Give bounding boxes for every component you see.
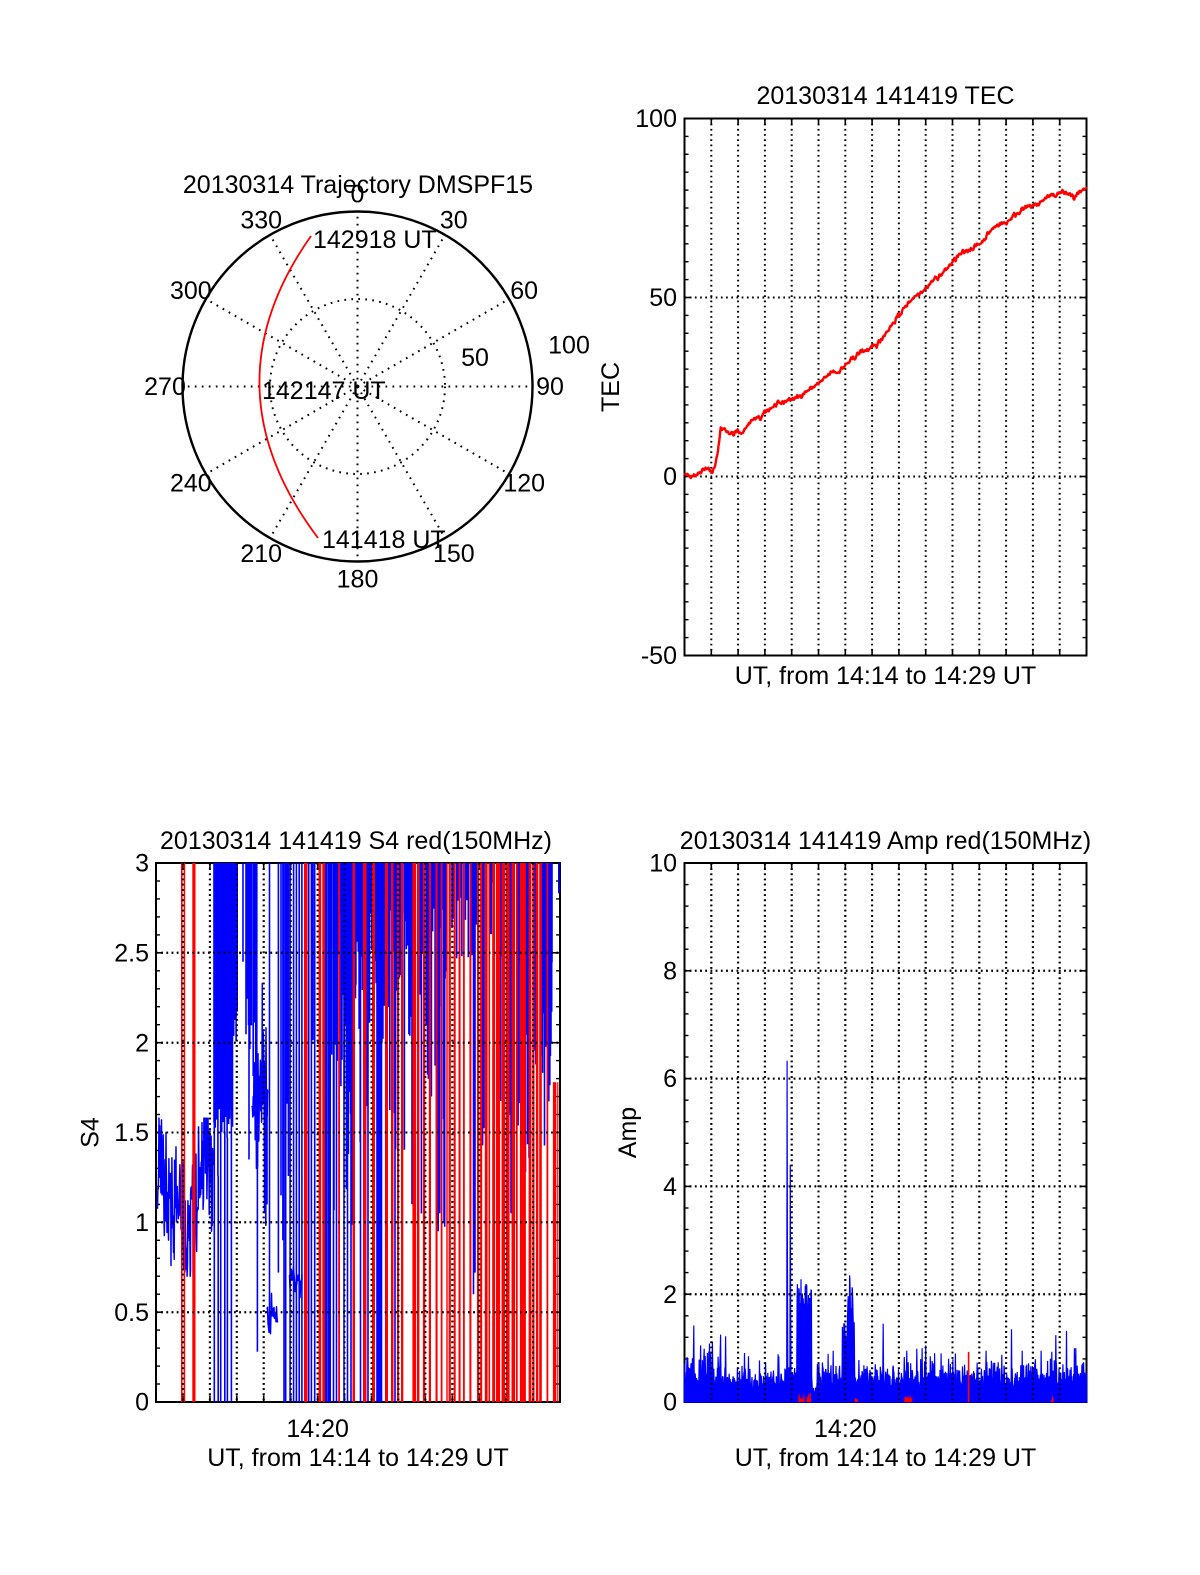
svg-text:S4: S4	[77, 1117, 105, 1148]
svg-text:2: 2	[135, 1029, 149, 1057]
svg-text:20130314 141419 TEC: 20130314 141419 TEC	[756, 82, 1014, 110]
svg-text:300: 300	[170, 277, 212, 305]
svg-text:Amp: Amp	[614, 1107, 642, 1158]
svg-text:20130314 141419 S4 red(150MHz): 20130314 141419 S4 red(150MHz)	[160, 827, 552, 855]
svg-text:180: 180	[337, 566, 379, 594]
svg-text:120: 120	[503, 469, 545, 497]
svg-text:10: 10	[649, 850, 677, 878]
svg-text:0: 0	[135, 1389, 149, 1417]
svg-text:30: 30	[440, 206, 468, 234]
svg-text:3: 3	[135, 850, 149, 878]
svg-text:0.5: 0.5	[114, 1299, 149, 1327]
svg-text:141418 UT: 141418 UT	[322, 526, 446, 554]
svg-text:0: 0	[663, 1389, 677, 1417]
svg-text:100: 100	[635, 105, 677, 133]
svg-text:142918 UT: 142918 UT	[313, 226, 437, 254]
svg-text:20130314 141419 Amp red(150MHz: 20130314 141419 Amp red(150MHz)	[680, 827, 1091, 855]
svg-text:UT, from 14:14 to 14:29 UT: UT, from 14:14 to 14:29 UT	[207, 1444, 509, 1472]
svg-text:0: 0	[663, 463, 677, 491]
svg-text:330: 330	[240, 206, 282, 234]
svg-text:210: 210	[240, 540, 282, 568]
svg-text:-50: -50	[641, 642, 677, 670]
svg-text:UT, from 14:14 to 14:29 UT: UT, from 14:14 to 14:29 UT	[735, 662, 1037, 690]
svg-text:1: 1	[135, 1209, 149, 1237]
svg-text:240: 240	[170, 469, 212, 497]
svg-text:8: 8	[663, 957, 677, 985]
svg-text:UT, from 14:14 to 14:29 UT: UT, from 14:14 to 14:29 UT	[735, 1444, 1037, 1472]
svg-text:6: 6	[663, 1065, 677, 1093]
svg-text:150: 150	[433, 540, 475, 568]
svg-text:90: 90	[536, 373, 564, 401]
svg-text:14:20: 14:20	[286, 1415, 349, 1443]
svg-text:2: 2	[663, 1281, 677, 1309]
svg-text:1.5: 1.5	[114, 1119, 149, 1147]
svg-text:50: 50	[649, 284, 677, 312]
svg-text:142147 UT: 142147 UT	[262, 377, 386, 405]
svg-text:60: 60	[510, 277, 538, 305]
svg-text:2.5: 2.5	[114, 939, 149, 967]
svg-text:14:20: 14:20	[814, 1415, 877, 1443]
svg-text:100: 100	[548, 332, 590, 360]
svg-text:TEC: TEC	[597, 362, 625, 412]
svg-text:270: 270	[144, 373, 186, 401]
svg-text:20130314 Trajectory DMSPF15: 20130314 Trajectory DMSPF15	[183, 171, 533, 199]
svg-text:4: 4	[663, 1173, 677, 1201]
svg-text:0: 0	[351, 181, 365, 209]
svg-text:50: 50	[461, 344, 489, 372]
